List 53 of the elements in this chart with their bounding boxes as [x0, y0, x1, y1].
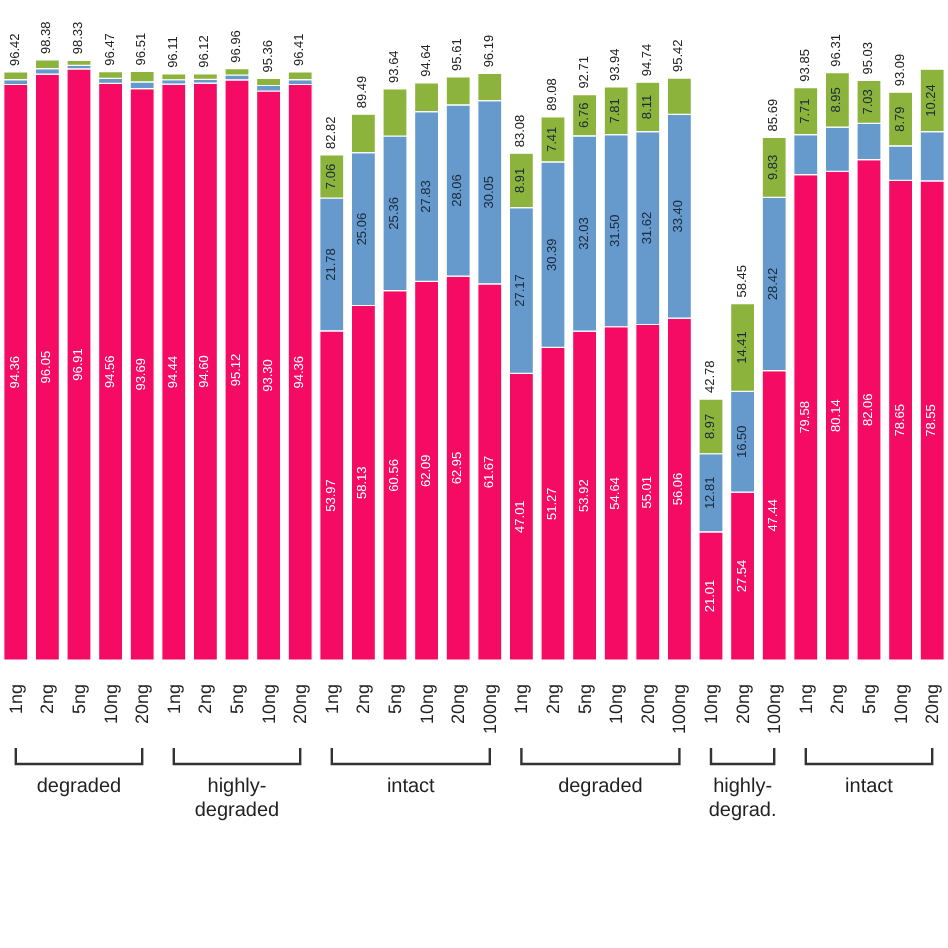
x-tick-label: 10ng: [606, 684, 627, 725]
x-tick-label: 5ng: [227, 684, 247, 715]
x-tick-label: 20ng: [637, 684, 658, 725]
x-tick-label: 2ng: [195, 684, 216, 715]
x-tick-label: 100ng: [669, 684, 690, 735]
x-tick-label: 100ng: [479, 684, 500, 735]
x-tick-label: 2ng: [37, 684, 58, 715]
x-tick-label: 20ng: [922, 684, 943, 725]
text: highly-degrad.: [708, 776, 777, 822]
bar: [224, 68, 250, 76]
bar: [224, 79, 250, 660]
bar: [255, 77, 282, 87]
bar: [129, 70, 155, 83]
text: degraded: [36, 776, 122, 798]
bar: [192, 73, 218, 80]
bar: [129, 88, 155, 660]
x-tick-label: 100ng: [764, 684, 785, 735]
text: degraded: [558, 776, 643, 798]
bar: [97, 71, 124, 80]
text: intact: [845, 776, 894, 798]
text: intact: [386, 776, 436, 798]
bar: [192, 82, 218, 660]
bar: [255, 90, 282, 660]
text: highly-degraded: [194, 776, 280, 822]
x-tick-label: 10ng: [890, 684, 911, 725]
bar: [287, 83, 313, 660]
x-tick-label: 10ng: [701, 684, 721, 725]
bar: [34, 73, 60, 660]
x-tick-label: 10ng: [416, 684, 437, 725]
x-tick-label: 20ng: [132, 684, 153, 725]
bar: [97, 82, 124, 660]
x-tick-label: 10ng: [258, 684, 279, 725]
bar: [66, 68, 92, 660]
x-tick-label: 1ng: [511, 684, 532, 715]
bar: [287, 71, 313, 81]
bar: [34, 60, 60, 70]
x-tick-label: 2ng: [353, 684, 374, 715]
x-tick-label: 1ng: [795, 684, 816, 715]
x-tick-label: 1ng: [5, 684, 26, 715]
x-tick-label: 1ng: [321, 684, 342, 715]
bar: [161, 73, 187, 81]
x-tick-label: 20ng: [732, 684, 753, 725]
x-tick-label: 5ng: [859, 684, 879, 715]
x-tick-label: 1ng: [163, 684, 184, 715]
bar: [161, 83, 187, 660]
x-tick-label: 5ng: [385, 684, 405, 715]
x-tick-label: 10ng: [100, 684, 121, 725]
x-tick-label: 5ng: [69, 684, 89, 715]
x-tick-label: 5ng: [574, 684, 595, 715]
x-tick-label: 20ng: [448, 684, 469, 725]
x-tick-label: 20ng: [290, 684, 311, 725]
x-tick-label: 2ng: [543, 684, 563, 715]
x-tick-label: 2ng: [827, 684, 848, 715]
